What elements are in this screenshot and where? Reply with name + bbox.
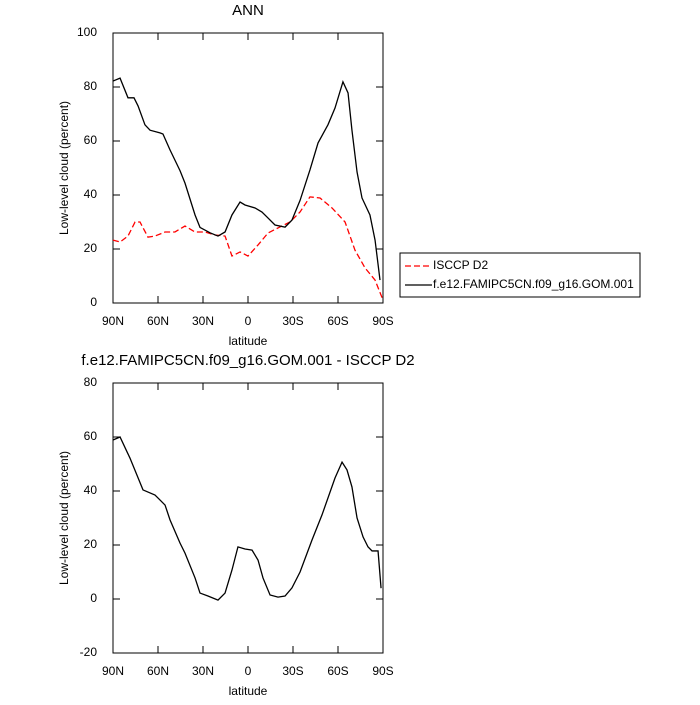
x-tick-label: 90N [102,314,124,328]
y-tick-label: 80 [84,375,98,389]
chart-title: ANN [232,2,264,19]
plot-frame [112,382,384,654]
x-tick-label: 0 [245,664,252,678]
y-tick-label: 0 [90,591,97,605]
x-tick-label: 0 [245,314,252,328]
x-axis-label: latitude [229,334,268,348]
x-tick-label: 60N [147,664,169,678]
y-tick-label: 60 [84,429,98,443]
data-line [112,196,384,301]
chart-title: f.e12.FAMIPC5CN.f09_g16.GOM.001 - ISCCP … [81,352,414,369]
x-tick-label: 60S [327,664,348,678]
y-tick-label: 0 [90,295,97,309]
x-tick-label: 60S [327,314,348,328]
y-axis-label: Low-level cloud (percent) [57,101,71,235]
x-tick-label: 90N [102,664,124,678]
x-tick-label: 90S [372,314,393,328]
y-tick-label: 40 [84,483,98,497]
x-tick-label: 30S [282,664,303,678]
y-tick-label: 20 [84,241,98,255]
data-line [112,436,382,601]
x-tick-label: 30N [192,314,214,328]
plot-frame [112,32,384,304]
y-tick-label: -20 [80,645,98,659]
x-tick-label: 90S [372,664,393,678]
y-tick-label: 20 [84,537,98,551]
y-tick-label: 40 [84,187,98,201]
y-axis-label: Low-level cloud (percent) [57,451,71,585]
x-tick-label: 30N [192,664,214,678]
legend-label: f.e12.FAMIPC5CN.f09_g16.GOM.001 [433,277,634,291]
x-tick-label: 30S [282,314,303,328]
y-tick-label: 100 [77,25,97,39]
data-line [112,77,381,281]
legend-box [399,252,641,298]
x-tick-label: 60N [147,314,169,328]
legend-label: ISCCP D2 [433,258,488,272]
y-tick-label: 80 [84,79,98,93]
y-tick-label: 60 [84,133,98,147]
x-axis-label: latitude [229,684,268,698]
